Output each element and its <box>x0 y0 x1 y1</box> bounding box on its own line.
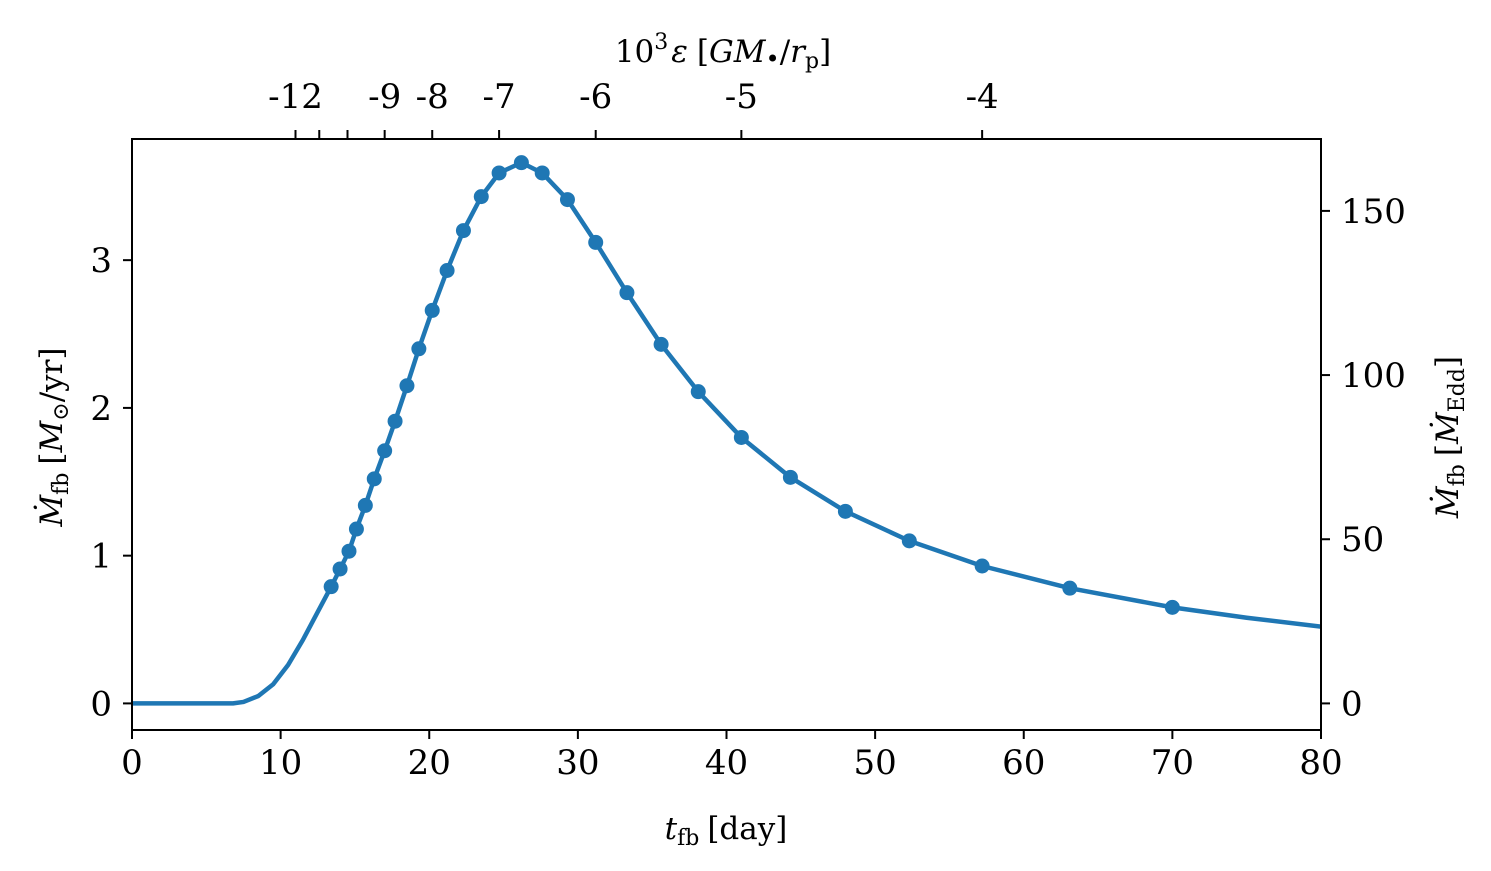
data-point <box>377 443 393 459</box>
y-axis-left-ticks: 0 1 2 3 <box>90 241 132 724</box>
data-point <box>782 469 798 485</box>
y-left-tick-label: 0 <box>90 684 112 724</box>
data-point <box>1164 599 1180 615</box>
y-axis-right-label: Ṁfb[ṀEdd] <box>1428 356 1470 519</box>
y-right-tick-label: 0 <box>1341 684 1363 724</box>
svg-text:Ṁfb[M⊙/yr]: Ṁfb[M⊙/yr] <box>32 347 74 527</box>
data-point <box>366 471 382 487</box>
top-tick-label: -7 <box>483 77 516 117</box>
data-point <box>332 561 348 577</box>
data-point <box>491 165 507 181</box>
svg-text:Ṁfb[ṀEdd]: Ṁfb[ṀEdd] <box>1428 356 1470 519</box>
data-point <box>837 503 853 519</box>
data-point <box>733 429 749 445</box>
top-tick-label: -6 <box>579 77 612 117</box>
data-point <box>534 165 550 181</box>
data-point <box>619 285 635 301</box>
y-left-tick-label: 3 <box>90 241 112 281</box>
data-point <box>559 192 575 208</box>
top-tick-label: -5 <box>725 77 758 117</box>
x-tick-label: 10 <box>259 743 302 783</box>
data-point <box>513 155 529 171</box>
data-point <box>455 223 471 239</box>
x-tick-label: 50 <box>853 743 896 783</box>
x-tick-label: 80 <box>1299 743 1342 783</box>
y-right-tick-label: 50 <box>1341 520 1384 560</box>
top-tick-label: -12 <box>268 77 323 117</box>
top-axis-label: 103ε [GM•/rp] <box>615 30 831 74</box>
data-point <box>424 302 440 318</box>
data-point <box>974 558 990 574</box>
y-right-tick-label: 150 <box>1341 192 1406 232</box>
y-left-tick-label: 1 <box>90 537 112 577</box>
x-tick-label: 60 <box>1002 743 1045 783</box>
top-axis-ticks: -12 -9 -8 -7 -6 -5 -4 <box>268 77 999 139</box>
y-axis-left-label: Ṁfb[M⊙/yr] <box>32 347 74 527</box>
x-axis-ticks: 0 10 20 30 40 50 60 70 80 <box>121 730 1343 783</box>
data-point <box>473 189 489 205</box>
x-axis-label: tfb [day] <box>665 811 788 851</box>
marker-group <box>323 155 1180 615</box>
x-tick-label: 0 <box>121 743 143 783</box>
y-left-tick-label: 2 <box>90 389 112 429</box>
data-point <box>439 263 455 278</box>
data-point <box>690 384 706 400</box>
data-point <box>411 341 427 357</box>
x-tick-label: 20 <box>408 743 451 783</box>
x-tick-label: 30 <box>556 743 599 783</box>
data-point <box>588 234 604 250</box>
data-point <box>399 378 415 394</box>
data-point <box>387 413 403 429</box>
data-point <box>341 543 357 559</box>
data-point <box>348 521 364 537</box>
data-point <box>653 336 669 352</box>
x-tick-label: 70 <box>1151 743 1194 783</box>
top-tick-label: -9 <box>368 77 401 117</box>
data-point <box>901 533 917 549</box>
data-point <box>1062 580 1078 596</box>
data-point <box>357 497 373 513</box>
x-tick-label: 40 <box>705 743 748 783</box>
top-tick-label: -4 <box>966 77 999 117</box>
data-layer <box>132 155 1321 706</box>
y-axis-right-ticks: 0 50 100 150 <box>1321 192 1406 724</box>
y-right-tick-label: 100 <box>1341 356 1406 396</box>
top-tick-label: -8 <box>416 77 449 117</box>
data-point <box>323 579 339 595</box>
